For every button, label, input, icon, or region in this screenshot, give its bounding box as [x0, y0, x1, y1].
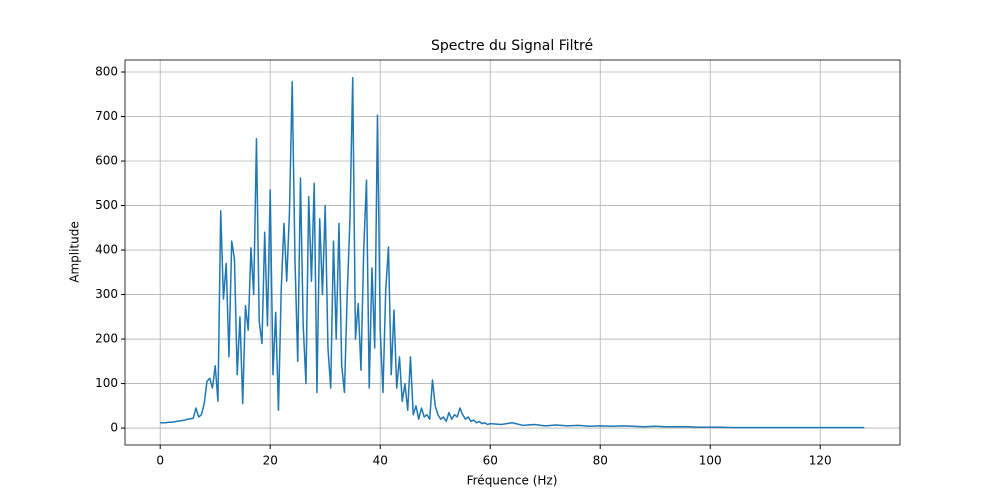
y-tick-label: 500 [95, 198, 118, 212]
x-tick-label: 20 [263, 454, 278, 468]
y-tick-label: 600 [95, 154, 118, 168]
y-axis-label: Amplitude [68, 221, 82, 283]
data-line [160, 77, 865, 429]
y-tick-label: 200 [95, 332, 118, 346]
y-tick-label: 700 [95, 109, 118, 123]
x-tick-label: 120 [809, 454, 832, 468]
x-tick-label: 80 [593, 454, 608, 468]
y-tick-label: 100 [95, 376, 118, 390]
x-tick-label: 0 [156, 454, 164, 468]
plot-frame [124, 59, 901, 446]
x-axis-label: Fréquence (Hz) [467, 474, 558, 488]
x-tick-label: 40 [373, 454, 388, 468]
x-tick-label: 60 [483, 454, 498, 468]
x-tick-label: 100 [699, 454, 722, 468]
y-tick-label: 400 [95, 243, 118, 257]
y-tick-label: 800 [95, 65, 118, 79]
y-tick-label: 0 [110, 421, 118, 435]
y-tick-label: 300 [95, 287, 118, 301]
chart-title: Spectre du Signal Filtré [431, 38, 593, 54]
